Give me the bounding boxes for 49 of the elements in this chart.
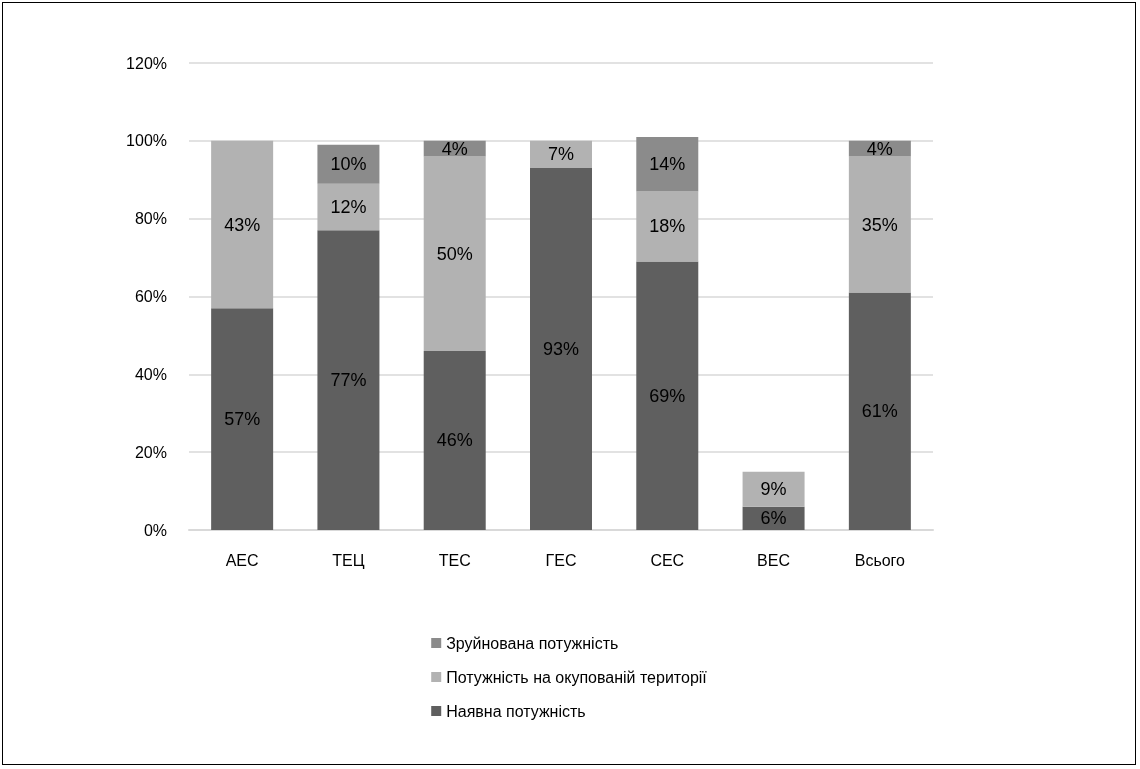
legend-label: Наявна потужність: [446, 702, 586, 720]
bar: [317, 183, 380, 231]
x-tick-label: ТЕЦ: [332, 551, 365, 569]
bar: [211, 308, 274, 530]
x-tick-label: СЕС: [650, 551, 685, 569]
data-label: 69%: [649, 385, 686, 406]
data-label: 18%: [649, 216, 686, 237]
data-label: 50%: [436, 243, 473, 264]
data-label: 43%: [224, 214, 261, 235]
data-label: 57%: [224, 409, 261, 430]
y-tick-label: 0%: [143, 521, 167, 539]
data-label: 35%: [861, 214, 898, 235]
x-tick-label: ТЕС: [438, 551, 471, 569]
x-tick-label: ВЕС: [757, 551, 791, 569]
x-tick-label: ГЕС: [545, 551, 577, 569]
data-label: 9%: [760, 479, 787, 500]
y-tick-label: 40%: [134, 365, 167, 383]
data-label: 93%: [542, 339, 580, 360]
x-tick-label: АЕС: [225, 551, 259, 569]
data-label: 77%: [330, 370, 367, 391]
bar: [317, 230, 380, 530]
data-label: 14%: [649, 154, 686, 175]
y-tick-label: 120%: [126, 54, 167, 72]
legend-label: Потужність на окупованій території: [446, 668, 708, 686]
bar: [636, 136, 699, 192]
y-tick-label: 20%: [134, 443, 167, 461]
y-tick-label: 100%: [126, 132, 167, 150]
bar: [636, 261, 699, 530]
data-label: 10%: [330, 154, 367, 175]
x-tick-label: Всього: [854, 551, 906, 569]
bar: [848, 292, 911, 530]
bar: [742, 471, 805, 507]
data-label: 7%: [547, 144, 575, 165]
bar: [848, 156, 911, 293]
bar: [530, 168, 592, 530]
data-label: 4%: [441, 138, 468, 159]
bar: [423, 156, 486, 351]
y-tick-label: 60%: [134, 288, 167, 305]
bar: [211, 140, 274, 309]
bar: [636, 191, 699, 262]
legend-label: Зруйнована потужність: [446, 634, 619, 652]
data-label: 4%: [866, 138, 893, 159]
data-label: 46%: [436, 430, 473, 451]
bar: [317, 144, 380, 184]
data-label: 12%: [330, 196, 367, 217]
data-label: 61%: [861, 401, 898, 422]
y-tick-label: 80%: [134, 210, 167, 228]
bar: [423, 350, 486, 530]
data-label: 6%: [760, 508, 787, 529]
